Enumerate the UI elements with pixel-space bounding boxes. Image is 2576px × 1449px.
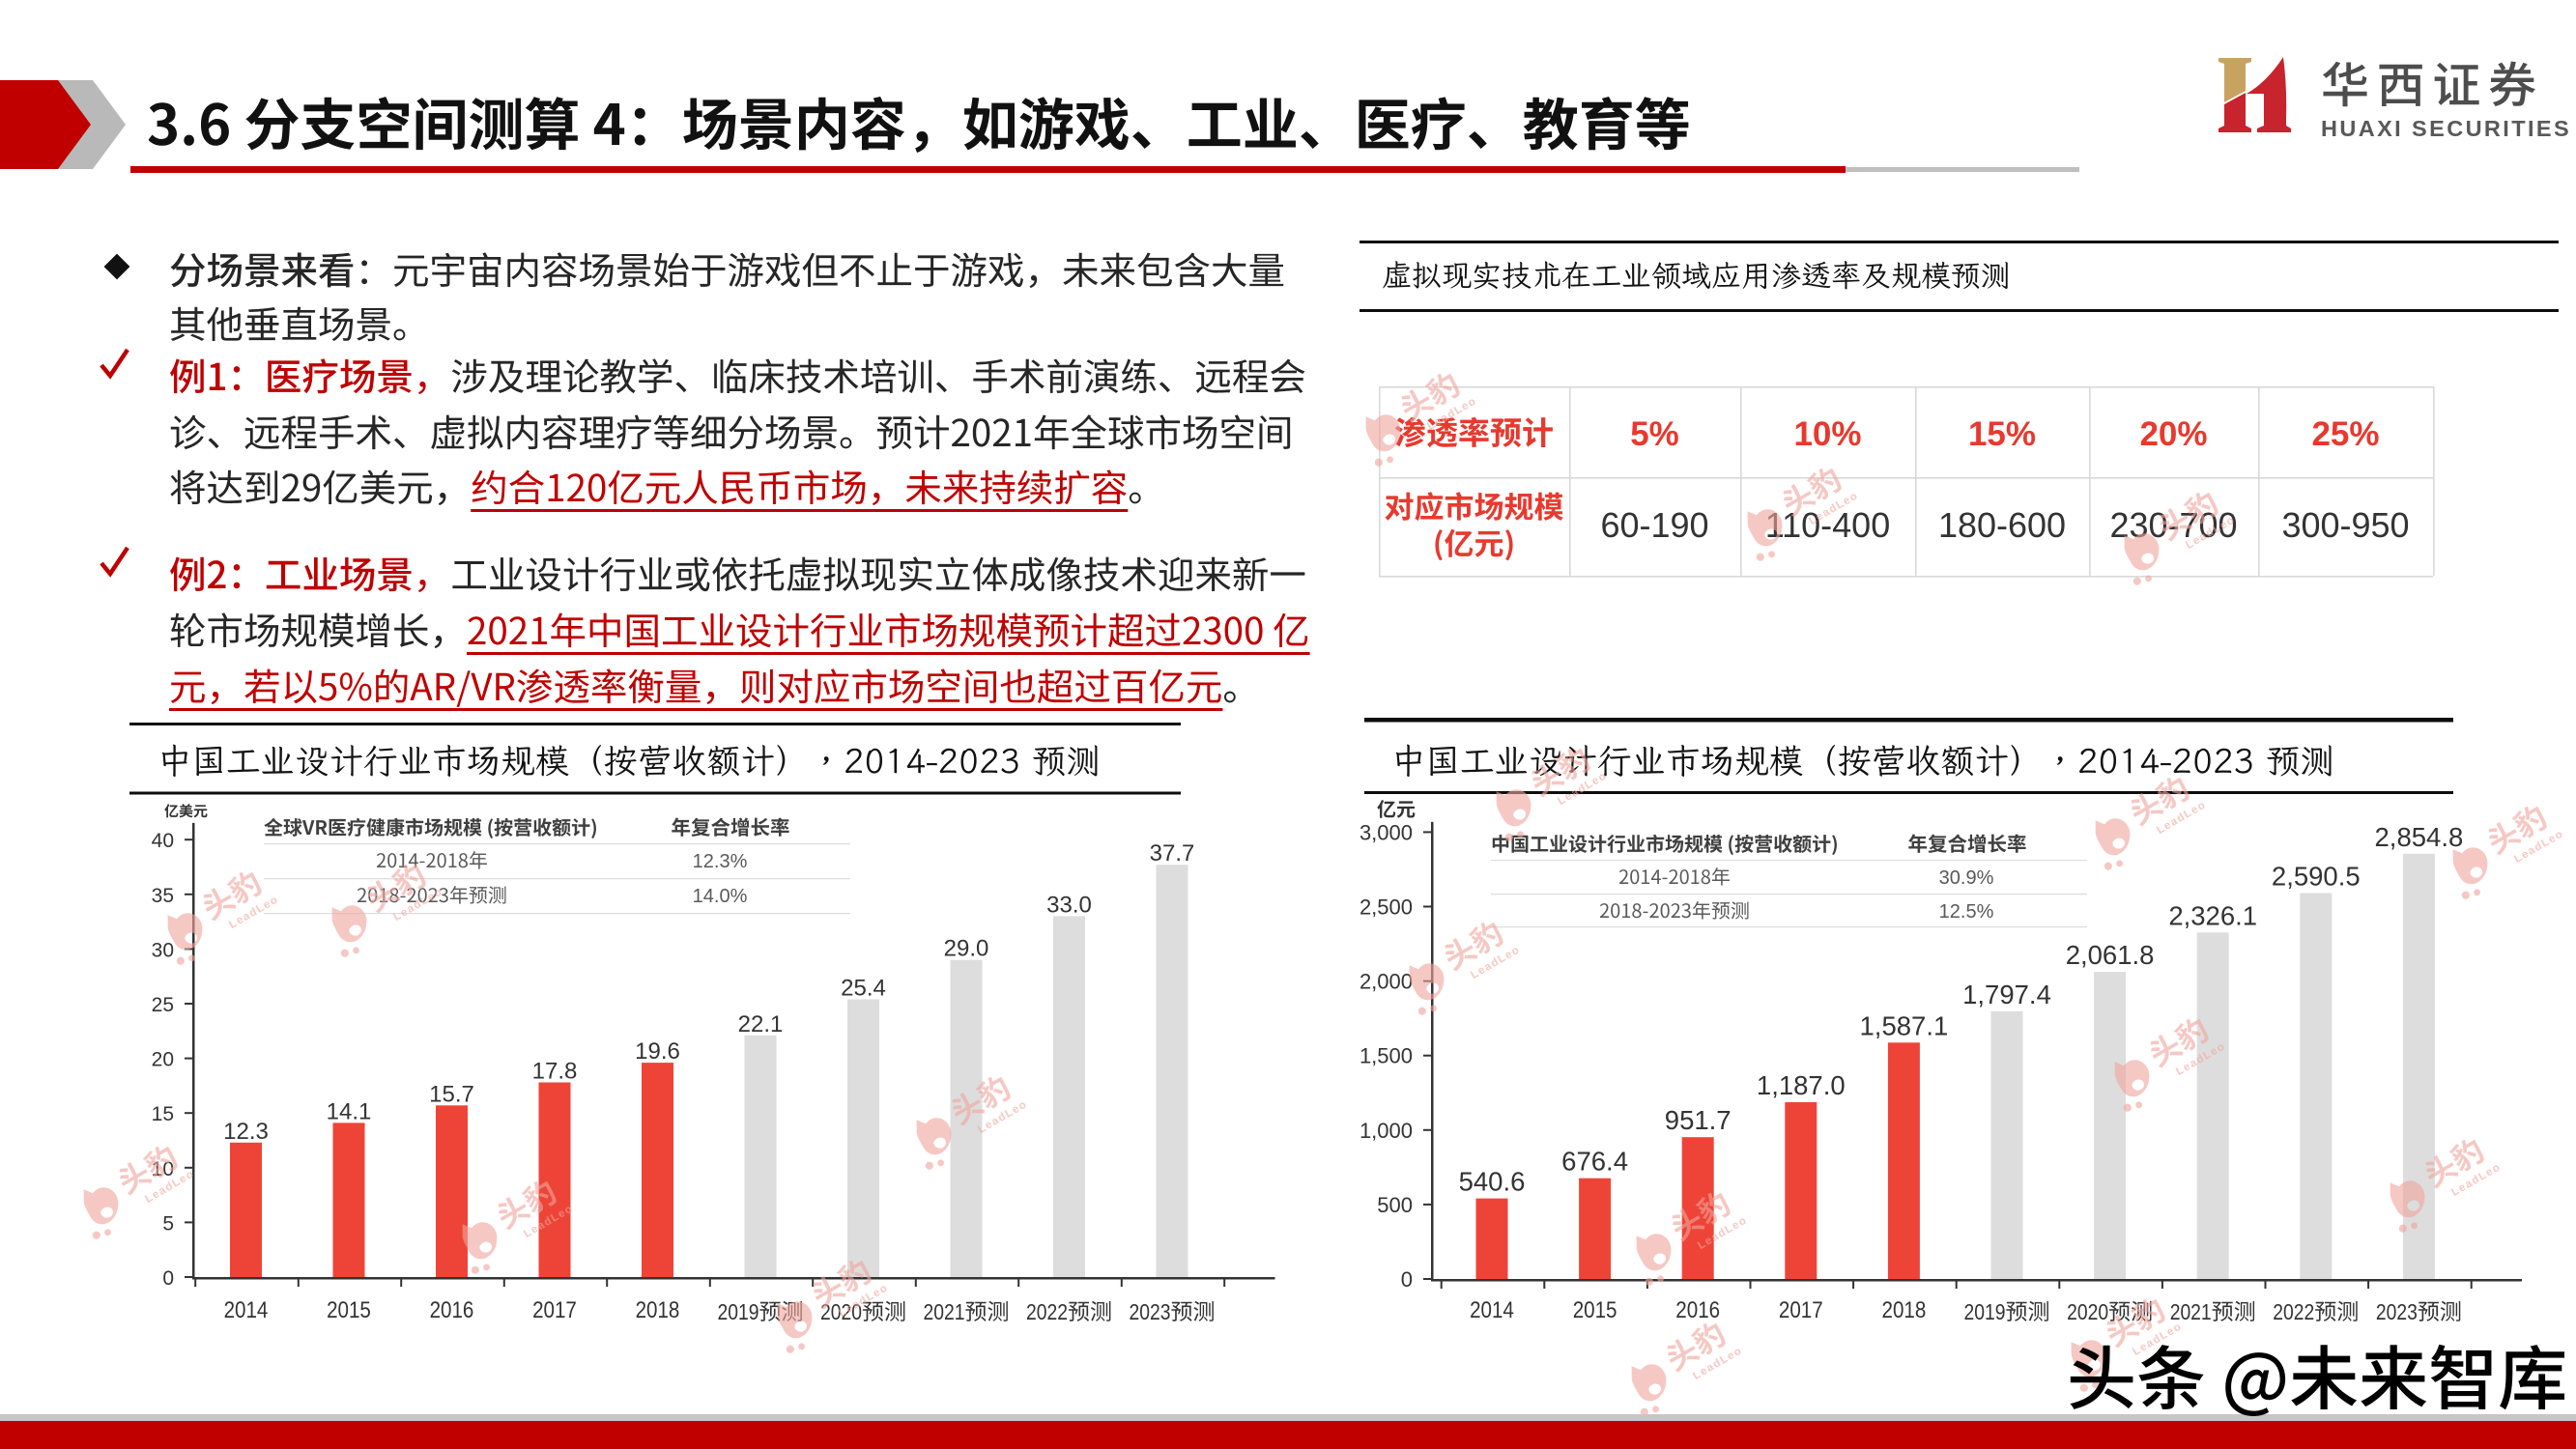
svg-text:2022: 2022 [2273,1299,2314,1324]
svg-text:2015: 2015 [327,1297,371,1323]
svg-text:0: 0 [1401,1267,1413,1292]
svg-text:2019: 2019 [718,1299,759,1324]
svg-text:2,326.1: 2,326.1 [2168,900,2257,930]
svg-text:14.0%: 14.0% [693,886,748,907]
svg-text:35: 35 [152,885,174,907]
svg-text:1,587.1: 1,587.1 [1860,1010,1949,1040]
svg-text:2,854.8: 2,854.8 [2375,822,2464,852]
svg-text:676.4: 676.4 [1561,1147,1628,1177]
svg-text:1,187.0: 1,187.0 [1757,1070,1846,1100]
svg-text:2020: 2020 [2067,1299,2108,1324]
svg-text:17.8: 17.8 [532,1059,578,1085]
svg-text:540.6: 540.6 [1459,1167,1526,1197]
svg-text:2017: 2017 [532,1297,577,1323]
svg-text:12.3%: 12.3% [693,851,748,872]
svg-text:1,797.4: 1,797.4 [1962,980,2051,1009]
svg-text:19.6: 19.6 [635,1038,680,1065]
svg-text:30.9%: 30.9% [1939,867,1994,889]
svg-text:2019: 2019 [1964,1299,2006,1324]
svg-text:2014: 2014 [1470,1297,1514,1323]
svg-text:12.5%: 12.5% [1939,901,1994,923]
svg-text:2016: 2016 [430,1297,474,1323]
svg-text:14.1: 14.1 [327,1098,372,1124]
svg-text:37.7: 37.7 [1150,840,1195,867]
svg-text:15.7: 15.7 [429,1081,474,1107]
svg-text:2014: 2014 [224,1297,269,1323]
svg-text:5: 5 [162,1212,174,1235]
svg-text:1,000: 1,000 [1360,1119,1413,1143]
svg-text:12.3: 12.3 [223,1119,269,1145]
svg-text:2016: 2016 [1675,1297,1720,1323]
svg-text:2,000: 2,000 [1360,970,1413,994]
svg-text:60-190: 60-190 [1600,505,1708,545]
svg-text:2018: 2018 [1882,1297,1927,1323]
svg-text:33.0: 33.0 [1046,892,1092,918]
svg-text:15: 15 [152,1103,174,1125]
svg-text:25%: 25% [2311,415,2379,453]
svg-text:20: 20 [152,1049,174,1071]
svg-text:2,061.8: 2,061.8 [2066,940,2155,970]
svg-text:500: 500 [1377,1193,1413,1217]
svg-text:180-600: 180-600 [1938,505,2066,545]
svg-text:2018: 2018 [636,1297,680,1323]
svg-text:2,590.5: 2,590.5 [2272,862,2361,892]
svg-text:20%: 20% [2139,415,2207,453]
svg-text:29.0: 29.0 [944,936,989,962]
svg-text:2,500: 2,500 [1360,895,1413,920]
svg-text:951.7: 951.7 [1665,1105,1732,1135]
svg-text:2015: 2015 [1573,1297,1617,1323]
svg-text:25.4: 25.4 [841,976,886,1002]
svg-text:300-950: 300-950 [2281,505,2409,545]
svg-text:15%: 15% [1968,415,2036,453]
svg-text:2022: 2022 [1026,1299,1068,1324]
svg-text:2021: 2021 [924,1299,965,1324]
svg-text:2023: 2023 [1130,1299,1171,1324]
svg-text:2021: 2021 [2170,1299,2212,1324]
svg-text:30: 30 [152,939,174,961]
svg-text:2017: 2017 [1779,1297,1823,1323]
svg-text:2023: 2023 [2376,1299,2418,1324]
svg-text:40: 40 [152,830,174,852]
svg-text:3,000: 3,000 [1360,820,1413,844]
svg-text:25: 25 [152,994,174,1016]
svg-text:5%: 5% [1630,415,1679,453]
svg-text:10%: 10% [1793,415,1861,453]
svg-text:1,500: 1,500 [1360,1044,1413,1068]
svg-text:0: 0 [162,1267,174,1290]
svg-text:22.1: 22.1 [738,1011,784,1037]
svg-text:HUAXI SECURITIES: HUAXI SECURITIES [2321,116,2571,141]
